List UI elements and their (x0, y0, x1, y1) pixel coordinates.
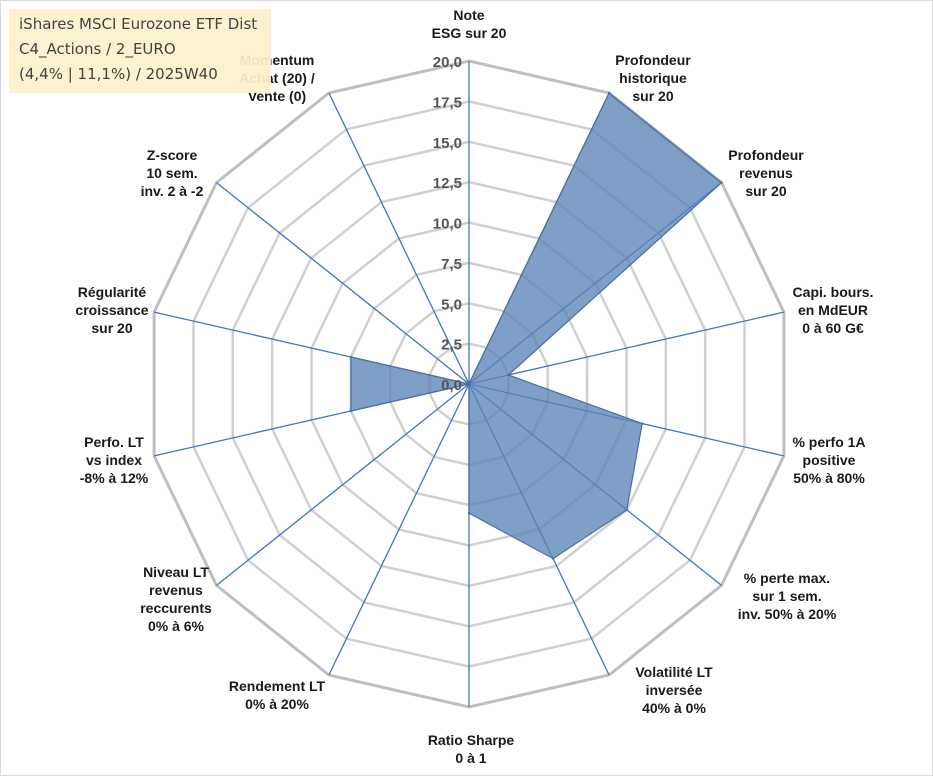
axis-label-line: sur 20 (632, 88, 674, 104)
axis-label-line: Niveau LT (143, 564, 209, 580)
axis-label-line: Régularité (77, 284, 147, 300)
data-point-3 (507, 373, 510, 377)
axis-label-line: 0 à 1 (455, 750, 487, 766)
axis-label-line: 10 sem. (146, 165, 198, 181)
axis-spoke-13 (328, 92, 470, 385)
tick-label-3: 7,5 (441, 256, 462, 273)
axis-label-8: Rendement LT 0% à 20% (229, 677, 325, 713)
axis-label-line: Rendement LT (228, 678, 326, 694)
axis-label-line: historique (619, 70, 687, 86)
axis-label-4: % perfo 1A positive 50% à 80% (792, 433, 865, 487)
axis-label-line: sur 20 (745, 183, 787, 199)
axis-label-line: sur 1 sem. (752, 588, 822, 604)
axis-label-line: vs index (85, 452, 143, 468)
axis-label-line: croissance (75, 302, 149, 318)
data-point-4 (641, 422, 644, 425)
tick-label-1: 2,5 (441, 337, 462, 354)
tick-label-5: 12,5 (433, 175, 462, 192)
chart-title-line-1: iShares MSCI Eurozone ETF Dist (19, 15, 258, 33)
tick-label-6: 15,0 (433, 135, 462, 152)
axis-label-line: Perfo. LT (84, 434, 144, 450)
axis-label-line: sur 20 (91, 320, 133, 336)
axis-label-line: Z-score (146, 147, 198, 163)
data-point-10 (349, 409, 353, 413)
axis-label-2: Profondeur revenus sur 20 (728, 146, 803, 200)
tick-label-layer: 0,0 2,5 5,0 7,5 10,0 12,5 15,0 17,5 20,0 (433, 54, 462, 394)
tick-label-4: 10,0 (433, 216, 462, 233)
axis-label-line: en MdEUR (798, 302, 868, 318)
data-point-5 (625, 508, 628, 512)
chart-title-line-2: C4_Actions / 2_EURO (19, 40, 176, 58)
axis-label-11: Régularité croissance sur 20 (75, 283, 148, 337)
data-point-7 (467, 512, 471, 515)
axis-label-0: Note ESG sur 20 (432, 6, 507, 42)
axis-label-line: Note (453, 7, 485, 23)
axis-label-9: Niveau LT revenus reccurents 0% à 6% (140, 563, 212, 635)
axis-spoke-12 (216, 182, 470, 385)
axis-label-line: inversée (645, 682, 703, 698)
axis-label-7: Ratio Sharpe 0 à 1 (428, 731, 514, 767)
axis-label-line: reccurents (140, 600, 212, 616)
axis-label-6: Volatilité LT inversée 40% à 0% (635, 663, 712, 717)
axis-label-line: revenus (739, 165, 793, 181)
axis-label-line: Volatilité LT (635, 664, 713, 680)
axis-label-5: % perte max. sur 1 sem. inv. 50% à 20% (738, 569, 837, 623)
axis-label-line: revenus (149, 582, 203, 598)
data-point-2 (720, 181, 723, 184)
chart-title-line-3: (4,4% | 11,1%) / 2025W40 (19, 65, 218, 83)
tick-label-0: 0,0 (441, 377, 462, 394)
axis-spoke-8 (328, 383, 470, 676)
axis-label-12: Z-score 10 sem. inv. 2 à -2 (141, 146, 204, 200)
axis-label-3: Capi. bours. en MdEUR 0 à 60 G€ (793, 283, 874, 337)
axis-label-line: positive (802, 452, 856, 468)
axis-label-line: 40% à 0% (642, 700, 706, 716)
tick-label-7: 17,5 (433, 94, 462, 111)
axis-spoke-3 (468, 311, 785, 385)
tick-label-8: 20,0 (433, 54, 462, 71)
axis-label-line: 50% à 80% (793, 470, 865, 486)
axis-label-line: 0% à 6% (147, 618, 205, 634)
axis-label-line: 0% à 20% (245, 696, 309, 712)
data-point-6 (551, 557, 555, 560)
axis-label-line: Profondeur (615, 52, 691, 68)
axis-label-line: Capi. bours. (792, 284, 874, 300)
axis-label-10: Perfo. LT vs index -8% à 12% (80, 433, 148, 487)
axis-label-line: Profondeur (728, 147, 804, 163)
axis-label-line: % perte max. (743, 570, 831, 586)
data-point-11 (349, 355, 353, 359)
chart-title-box: iShares MSCI Eurozone ETF Dist C4_Action… (9, 9, 271, 93)
axis-label-line: ESG sur 20 (431, 25, 507, 41)
series-layer (349, 91, 723, 560)
axis-label-line: inv. 50% à 20% (737, 606, 837, 622)
series-area (350, 92, 723, 560)
axis-label-line: 0 à 60 G€ (802, 320, 864, 336)
tick-label-2: 5,0 (441, 296, 462, 313)
axis-label-line: Ratio Sharpe (427, 732, 515, 748)
axis-label-1: Profondeur historique sur 20 (615, 51, 690, 105)
data-point-13 (467, 382, 471, 386)
axis-label-line: % perfo 1A (792, 434, 866, 450)
axis-label-line: -8% à 12% (79, 470, 149, 486)
data-point-1 (607, 91, 611, 95)
axis-label-line: inv. 2 à -2 (140, 183, 204, 199)
axis-spoke-9 (216, 383, 470, 586)
